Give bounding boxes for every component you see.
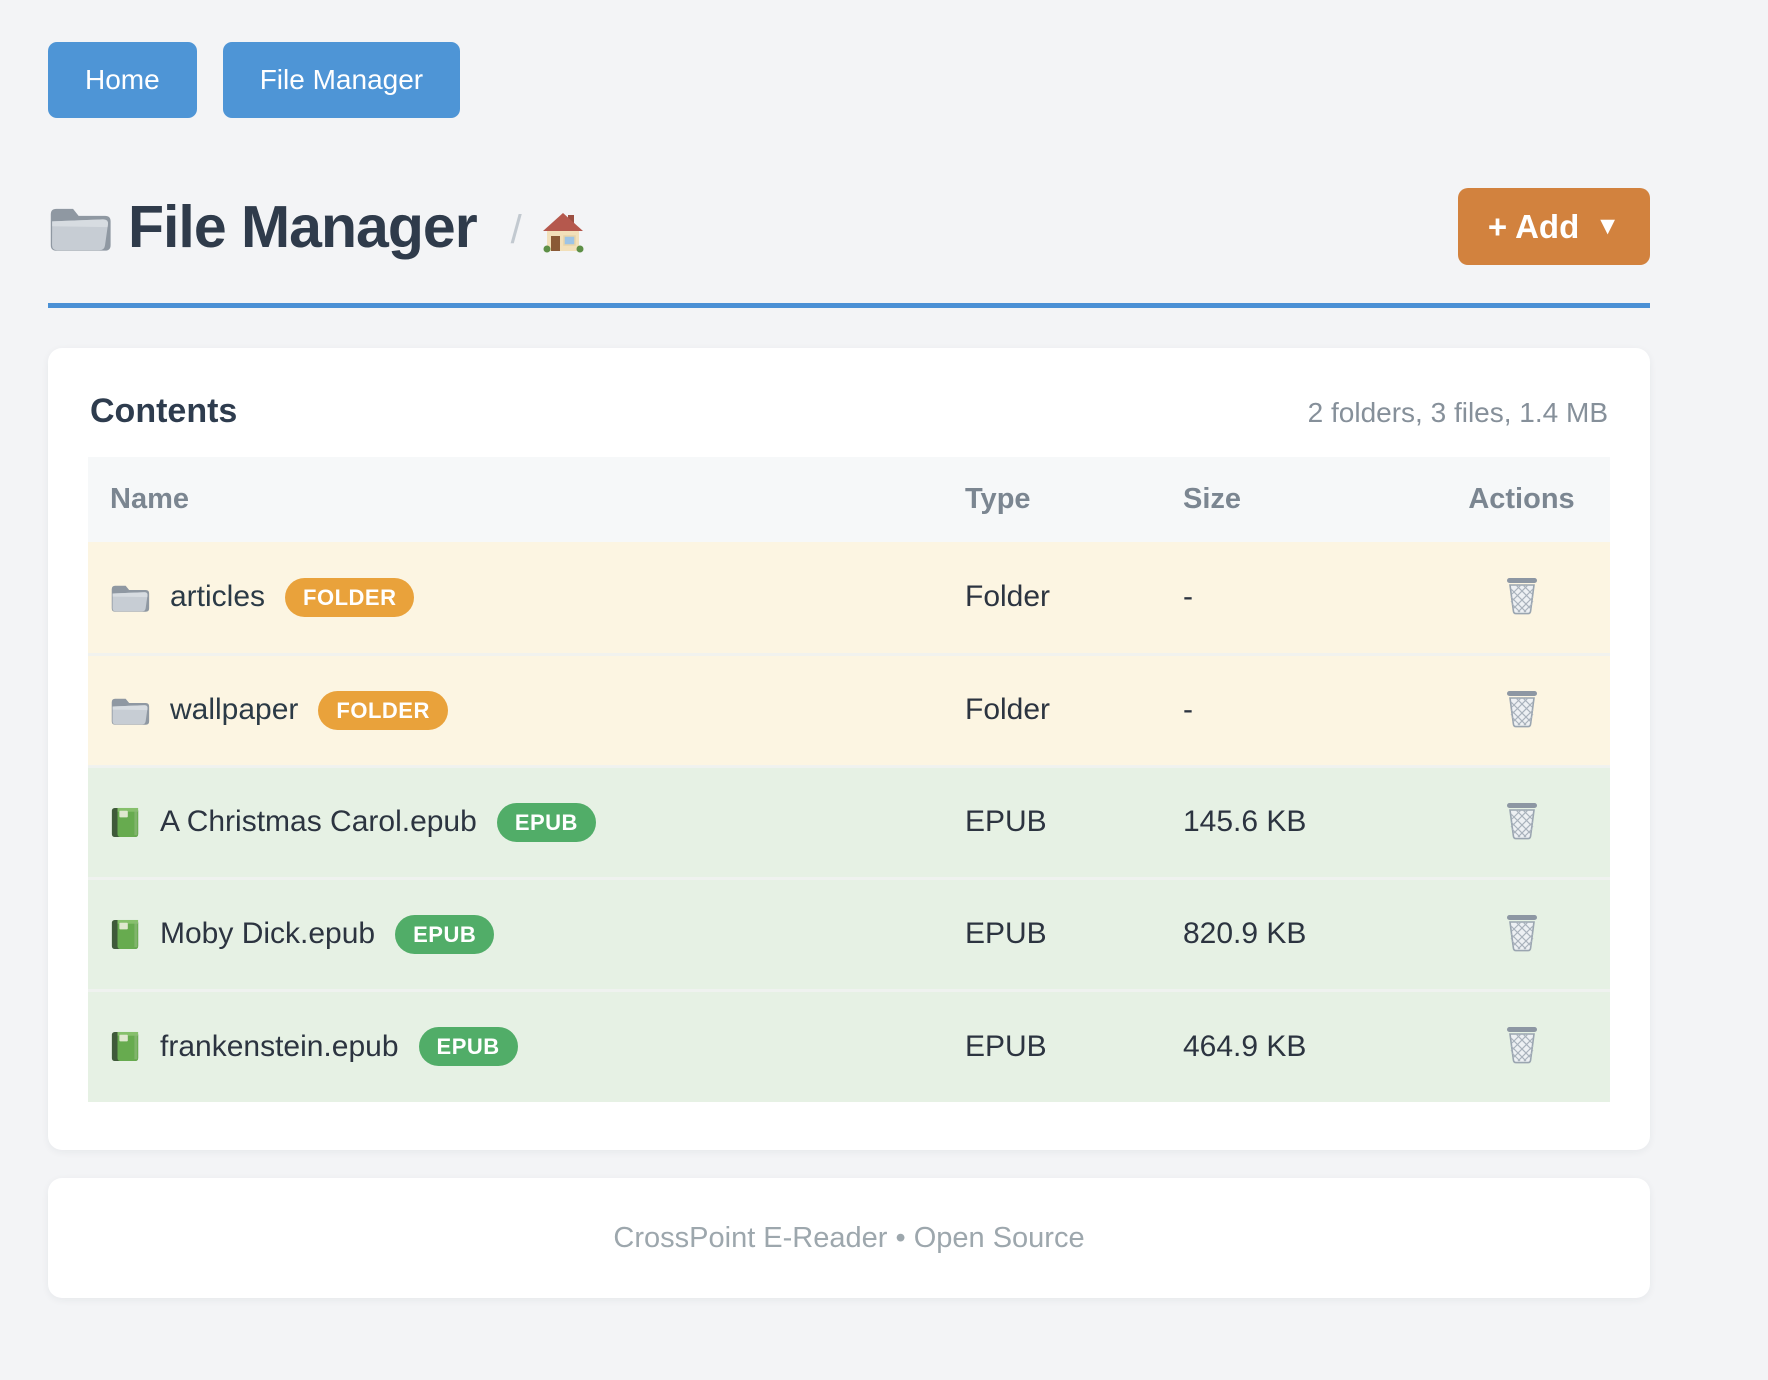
trash-icon	[1504, 689, 1540, 731]
chevron-down-icon: ▼	[1595, 212, 1620, 240]
file-name[interactable]: wallpaper	[170, 693, 299, 726]
column-header-size: Size	[1183, 457, 1433, 542]
book-icon	[110, 806, 140, 839]
table-header-row: Name Type Size Actions	[88, 457, 1610, 542]
table-row: wallpaper FOLDER Folder -	[88, 652, 1610, 766]
column-header-actions: Actions	[1433, 457, 1610, 542]
file-size: 464.9 KB	[1183, 988, 1433, 1102]
table-row: A Christmas Carol.epub EPUB EPUB 145.6 K…	[88, 764, 1610, 878]
home-breadcrumb-icon[interactable]	[542, 211, 585, 253]
footer: CrossPoint E-Reader • Open Source	[48, 1178, 1650, 1298]
file-badge: FOLDER	[318, 690, 448, 730]
file-name[interactable]: frankenstein.epub	[160, 1029, 399, 1063]
delete-button[interactable]	[1500, 685, 1544, 732]
folder-icon	[110, 581, 150, 613]
file-badge: FOLDER	[285, 577, 415, 617]
file-type: EPUB	[965, 764, 1183, 878]
file-size: 820.9 KB	[1183, 876, 1433, 990]
file-table: Name Type Size Actions articles FOLDER F…	[88, 457, 1610, 1102]
contents-card: Contents 2 folders, 3 files, 1.4 MB Name…	[48, 348, 1650, 1150]
table-row: articles FOLDER Folder -	[88, 542, 1610, 654]
add-button[interactable]: + Add ▼	[1457, 188, 1650, 265]
page-title: File Manager	[128, 193, 478, 260]
delete-button[interactable]	[1500, 797, 1544, 844]
table-row: Moby Dick.epub EPUB EPUB 820.9 KB	[88, 876, 1610, 990]
delete-button[interactable]	[1500, 572, 1544, 619]
file-badge: EPUB	[395, 914, 495, 954]
home-button[interactable]: Home	[48, 42, 197, 118]
folder-icon	[110, 694, 150, 726]
add-button-label: + Add	[1487, 207, 1580, 245]
contents-summary: 2 folders, 3 files, 1.4 MB	[1307, 397, 1608, 428]
top-nav: Home File Manager	[48, 42, 1650, 118]
file-type: Folder	[965, 542, 1183, 654]
book-icon	[110, 1030, 140, 1063]
file-type: EPUB	[965, 988, 1183, 1102]
file-size: -	[1183, 542, 1433, 654]
file-type: Folder	[965, 652, 1183, 766]
file-badge: EPUB	[496, 802, 596, 842]
file-badge: EPUB	[418, 1027, 518, 1067]
delete-button[interactable]	[1500, 909, 1544, 956]
file-size: 145.6 KB	[1183, 764, 1433, 878]
footer-text: CrossPoint E-Reader • Open Source	[613, 1221, 1085, 1254]
trash-icon	[1504, 801, 1540, 843]
trash-icon	[1504, 576, 1540, 618]
trash-icon	[1504, 1026, 1540, 1067]
file-name[interactable]: A Christmas Carol.epub	[160, 805, 477, 838]
file-manager-button[interactable]: File Manager	[222, 42, 461, 118]
file-size: -	[1183, 652, 1433, 766]
column-header-name: Name	[88, 457, 965, 542]
folder-title-icon	[48, 200, 112, 254]
table-row: frankenstein.epub EPUB EPUB 464.9 KB	[88, 988, 1610, 1102]
file-name[interactable]: articles	[170, 580, 266, 614]
page: Home File Manager File Manager / + Add ▼…	[48, 0, 1650, 1298]
header-divider	[48, 303, 1650, 308]
column-header-type: Type	[965, 457, 1183, 542]
book-icon	[110, 918, 140, 951]
page-header: File Manager / + Add ▼	[48, 188, 1650, 265]
contents-heading: Contents	[90, 392, 238, 430]
trash-icon	[1504, 913, 1540, 955]
file-name[interactable]: Moby Dick.epub	[160, 917, 376, 950]
file-type: EPUB	[965, 876, 1183, 990]
delete-button[interactable]	[1500, 1021, 1544, 1068]
breadcrumb-separator: /	[510, 208, 522, 252]
